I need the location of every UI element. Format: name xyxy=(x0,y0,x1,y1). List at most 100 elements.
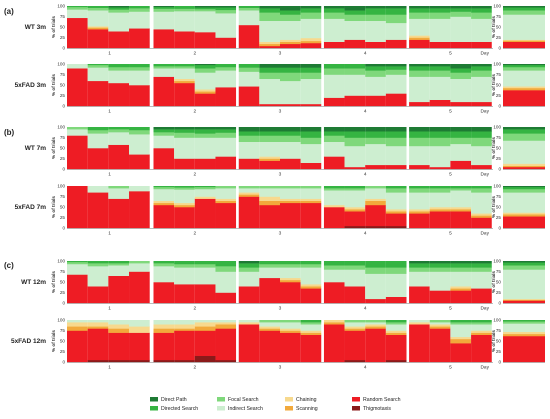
bar-overall-focal-search xyxy=(503,265,545,270)
y-tick-label: 75 xyxy=(60,135,66,140)
bar-day4-trial4-random-search xyxy=(385,93,407,107)
bar-day4-trial2-indirect-search xyxy=(344,322,366,327)
bar-day2-trial1-thigmotaxis xyxy=(153,359,175,363)
y-tick-label-overall: 25 xyxy=(496,215,502,220)
bar-day3-trial3-indirect-search xyxy=(280,188,301,199)
bar-overall-chaining xyxy=(503,163,545,166)
bar-day1-trial3-focal-search xyxy=(108,66,130,71)
day-separator xyxy=(150,126,154,170)
bar-day4-trial4-focal-search xyxy=(385,69,407,75)
bar-day4-trial3-directed-search xyxy=(365,261,386,268)
day-label: 2 xyxy=(193,109,196,115)
bar-day4-trial1-chaining xyxy=(323,320,345,323)
bar-day1-trial4-indirect-search xyxy=(129,320,150,327)
bar-day3-trial3-random-search xyxy=(280,103,301,107)
bar-day3-trial4-scanning xyxy=(300,40,322,44)
bar-day2-trial2-directed-search xyxy=(174,64,195,67)
legend-swatch-thigmotaxis xyxy=(352,406,360,411)
bar-day5-trial4-focal-search xyxy=(471,70,492,77)
x-axis-label: Day xyxy=(480,51,489,57)
bar-day1-trial4-random-search xyxy=(129,271,150,304)
bar-day5-trial2-chaining xyxy=(429,324,451,327)
bar-day5-trial1-scanning xyxy=(409,37,430,40)
day-label: 5 xyxy=(449,365,452,371)
bar-day3-trial3-directed-search xyxy=(280,261,301,265)
bar-day5-trial4-direct-path xyxy=(471,261,492,264)
day-separator xyxy=(150,63,154,107)
bar-day1-trial3-random-search xyxy=(108,332,130,361)
x-axis-label: Day xyxy=(480,109,489,115)
bar-day2-trial2-directed-search xyxy=(174,129,195,133)
bar-day5-trial2-direct-path xyxy=(429,64,451,67)
bar-overall-focal-search xyxy=(503,66,545,71)
bar-overall-direct-path xyxy=(503,186,545,188)
legend-label-scanning: Scanning xyxy=(296,406,318,412)
bar-day3-trial4-random-search xyxy=(300,334,322,363)
bar-day5-trial3-random-search xyxy=(450,290,472,304)
bar-day4-trial4-scanning xyxy=(385,332,407,335)
bar-day5-trial3-directed-search xyxy=(450,8,472,12)
bar-day3-trial4-direct-path xyxy=(300,127,322,132)
bar-day5-trial4-directed-search xyxy=(471,320,492,323)
bar-day5-trial4-scanning xyxy=(471,332,492,335)
y-tick-label-overall: 0 xyxy=(498,167,501,172)
bar-day3-trial4-random-search xyxy=(300,162,322,170)
bar-day3-trial4-focal-search xyxy=(300,12,322,19)
bar-day5-trial2-directed-search xyxy=(429,186,451,189)
y-tick-label: 75 xyxy=(60,14,66,19)
bar-day3-trial2-direct-path xyxy=(259,127,280,132)
bar-day4-trial1-indirect-search xyxy=(323,141,345,157)
bar-day2-trial1-focal-search xyxy=(153,186,175,190)
bar-day3-trial1-chaining xyxy=(238,192,260,195)
bar-day4-trial4-scanning xyxy=(385,211,407,214)
bar-day5-trial1-random-search xyxy=(409,164,430,170)
bar-day5-trial2-random-search xyxy=(429,166,451,170)
bar-day5-trial3-direct-path xyxy=(450,261,472,264)
bar-day2-trial3-random-search xyxy=(194,93,216,107)
y-tick-label: 75 xyxy=(60,194,66,199)
bar-day5-trial4-random-search xyxy=(471,288,492,304)
bar-day1-trial2-random-search xyxy=(87,286,109,304)
legend-label-direct-path: Direct Path xyxy=(161,397,187,403)
bar-day3-trial4-directed-search xyxy=(300,67,322,73)
bar-day3-trial1-directed-search xyxy=(238,64,260,68)
legend-swatch-focal-search xyxy=(217,397,225,402)
bar-day3-trial4-indirect-search xyxy=(300,143,322,163)
bar-day2-trial2-indirect-search xyxy=(174,189,195,204)
bar-day5-trial2-indirect-search xyxy=(429,145,451,168)
bar-overall-focal-search xyxy=(503,10,545,15)
bar-day2-trial2-scanning xyxy=(174,204,195,208)
bar-day1-trial2-thigmotaxis xyxy=(87,359,109,363)
y-axis-label: % of trials xyxy=(51,137,56,159)
bar-day4-trial2-directed-search xyxy=(344,131,366,138)
day-label: 4 xyxy=(364,231,367,237)
bar-overall-indirect-search xyxy=(503,70,545,87)
bar-day5-trial3-directed-search xyxy=(450,320,472,323)
day-label: 1 xyxy=(108,172,111,178)
day-separator xyxy=(150,260,154,304)
panel-label-b: (b) xyxy=(4,128,15,137)
bar-day4-trial1-random-search xyxy=(323,324,345,363)
bar-day4-trial1-scanning xyxy=(323,322,345,325)
bar-day3-trial4-random-search xyxy=(300,103,322,107)
bar-day4-trial4-chaining xyxy=(385,209,407,212)
bar-day5-trial3-random-search xyxy=(450,101,472,107)
bar-day4-trial3-indirect-search xyxy=(365,20,386,42)
bar-day1-trial3-random-search xyxy=(108,82,130,107)
bar-day4-trial3-random-search xyxy=(365,204,386,227)
bar-day1-trial3-directed-search xyxy=(108,127,130,130)
bar-day3-trial4-direct-path xyxy=(300,6,322,9)
bar-day2-trial1-random-search xyxy=(153,332,175,361)
bar-day2-trial1-focal-search xyxy=(153,263,175,267)
bar-day2-trial3-indirect-search xyxy=(194,137,216,159)
bar-day1-trial4-indirect-search xyxy=(129,11,150,29)
bar-day5-trial3-directed-search xyxy=(450,186,472,189)
bar-overall-focal-search xyxy=(503,188,545,193)
day-label: 1 xyxy=(108,365,111,371)
bar-day3-trial4-indirect-search xyxy=(300,18,322,39)
bar-day4-trial3-directed-search xyxy=(365,8,386,15)
bar-day2-trial2-direct-path xyxy=(174,127,195,130)
bar-day5-trial4-random-search xyxy=(471,217,492,229)
bar-day1-trial4-random-search xyxy=(129,85,150,107)
day-separator xyxy=(406,319,410,363)
